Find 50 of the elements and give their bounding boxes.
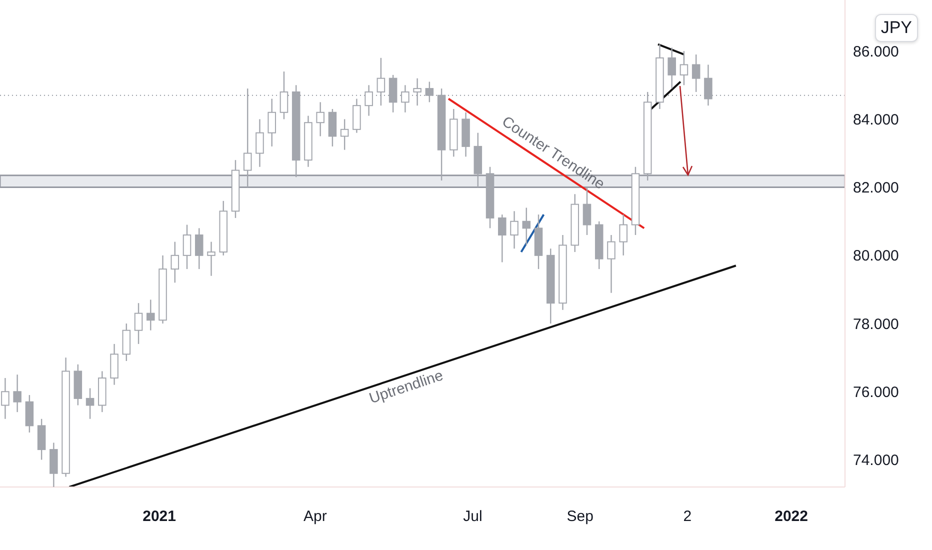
candlestick <box>704 64 712 106</box>
candlestick <box>146 299 155 331</box>
y-tick-label: 82.000 <box>853 180 899 197</box>
candlestick <box>86 388 94 420</box>
candlestick <box>376 57 386 106</box>
candlestick <box>692 54 700 93</box>
y-tick-label: 86.000 <box>853 43 899 60</box>
y-tick-label: 78.000 <box>853 316 899 333</box>
candlestick <box>498 214 506 263</box>
candlestick <box>388 74 398 113</box>
candlestick <box>425 81 434 103</box>
candlestick <box>316 102 324 137</box>
candlestick <box>13 374 22 413</box>
candlestick <box>607 234 616 294</box>
candlestick <box>668 47 676 90</box>
candlestick <box>25 394 34 434</box>
y-tick-label: 80.000 <box>853 248 899 265</box>
y-tick-label: 74.000 <box>853 452 899 470</box>
y-tick-label: 84.000 <box>853 112 899 129</box>
x-tick-label: Sep <box>566 508 594 525</box>
candlestick <box>413 78 422 106</box>
x-tick-label: 2022 <box>774 508 808 525</box>
candlestick <box>522 207 531 246</box>
candlestick <box>268 98 276 148</box>
candlestick <box>207 241 216 276</box>
candlestick <box>194 228 204 270</box>
candlestick <box>122 322 131 362</box>
candlestick <box>50 442 58 487</box>
candlestick <box>243 88 252 188</box>
candlestick <box>37 418 46 460</box>
x-tick-label: Apr <box>303 508 327 525</box>
candlestick <box>170 241 180 284</box>
candlestick <box>510 210 518 250</box>
candlestick <box>280 70 288 120</box>
candlestick <box>401 84 410 113</box>
x-tick-label: 2 <box>683 508 692 525</box>
x-tick-label: 2021 <box>142 508 176 525</box>
candlestick <box>328 108 337 148</box>
y-tick-label: 76.000 <box>853 384 899 401</box>
candlestick <box>182 224 192 270</box>
candlestick <box>256 118 264 168</box>
candlestick <box>340 118 349 150</box>
candlestick <box>110 343 118 386</box>
x-tick-label: Jul <box>463 508 482 525</box>
candlestick <box>582 186 592 236</box>
candlestick <box>619 214 628 256</box>
candlestick <box>134 302 143 345</box>
y-axis-title: JPY <box>874 14 918 42</box>
candlestick <box>352 98 361 134</box>
candlestick <box>364 84 373 116</box>
